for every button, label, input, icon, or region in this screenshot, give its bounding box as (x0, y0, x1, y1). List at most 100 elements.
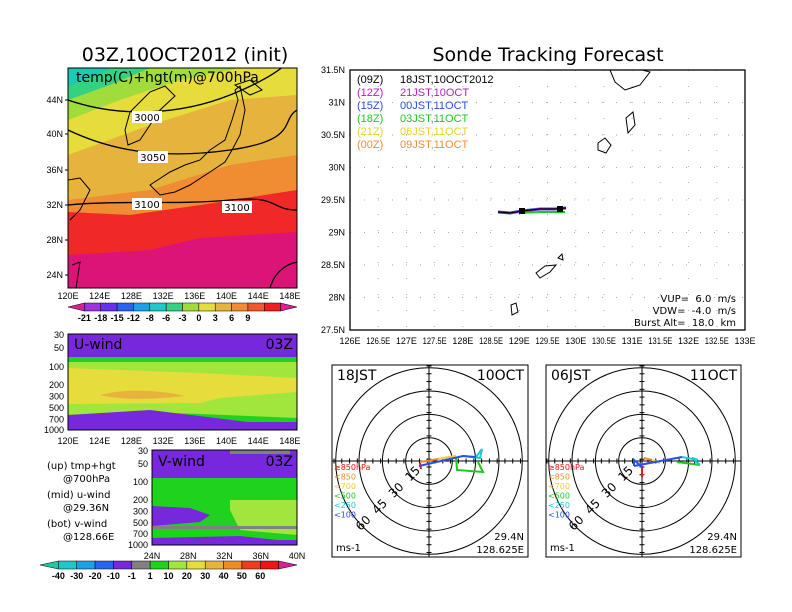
lon-tick-label: 127E (396, 336, 417, 346)
pressure-tick-label: 700 (49, 415, 64, 425)
contour-label: 3100 (224, 203, 249, 214)
pressure-tick-label: 1000 (128, 540, 148, 550)
sonde-map-frame (349, 69, 746, 331)
legend-utc: (15Z) (357, 100, 383, 112)
hodograph-legend-item: <100 (334, 511, 356, 520)
legend-utc: (00Z) (357, 139, 383, 151)
pressure-tick-label: 300 (49, 392, 64, 402)
lat-tick-label: 40N (289, 551, 306, 561)
left-map-axes: 44N 40N 36N 32N 28N 24N 120E 124E 128E 132E 136E 14… (46, 95, 300, 301)
colorbar-label: -15 (111, 313, 124, 323)
colorbar-arrow-left (39, 560, 59, 570)
v-wind-time: 03Z (266, 454, 293, 470)
colorbar-label: -18 (94, 313, 107, 323)
pressure-tick-label: 200 (49, 380, 64, 390)
legend-jst: 18JST,10OCT2012 (400, 74, 494, 86)
lon-tick-label: 127.5E (423, 336, 447, 346)
hodograph-legend-item: <250 (334, 501, 356, 510)
hodograph-unit: ms-1 (550, 543, 575, 554)
lon-tick-label: 128.5E (479, 336, 503, 346)
colorbar-label: 9 (245, 313, 250, 323)
hodograph-lon: 128.625E (476, 545, 524, 556)
u-wind-label: U-wind (74, 337, 122, 353)
contour-label-bg (132, 198, 162, 210)
lat-tick-label: 36N (252, 551, 269, 561)
sonde-param: VUP= 6.0 m/s (660, 294, 736, 305)
hodograph-unit: ms-1 (336, 543, 361, 554)
colorbar-label: 60 (255, 571, 265, 581)
lon-tick-label: 132E (678, 336, 699, 346)
colorbar-segment (165, 302, 183, 312)
lon-tick-label: 140E (216, 291, 237, 301)
hodograph-rings (332, 365, 528, 557)
note-line: @128.66E (63, 532, 114, 543)
lat-tick-label: 31.5N (321, 65, 345, 75)
lon-tick-label: 136E (184, 291, 205, 301)
lon-tick-label: 120E (57, 436, 78, 446)
colorbar-label: -20 (89, 571, 102, 581)
colorbar-label: 10 (163, 571, 173, 581)
colorbar-segment (241, 560, 261, 570)
lat-tick-label: 30.5N (321, 130, 345, 140)
hodograph-legend-item: <100 (548, 511, 570, 520)
colorbar-segment (247, 302, 265, 312)
contour-label: 3100 (134, 200, 159, 211)
colorbar-segment (94, 560, 114, 570)
lon-tick-label: 126.5E (366, 336, 390, 346)
v-wind-label: V-wind (158, 454, 205, 470)
hodograph-date: 11OCT (690, 368, 738, 384)
u-wind-field (68, 334, 297, 430)
colorbar-segment (204, 560, 224, 570)
colorbar-label: 20 (182, 571, 192, 581)
lon-tick-label: 131.5E (648, 336, 672, 346)
hodograph-time: 18JST (337, 368, 377, 384)
lon-tick-label: 128E (452, 336, 473, 346)
colorbar-segment (76, 560, 96, 570)
hodograph-legend-item: <850 (334, 473, 356, 482)
lon-tick-label: 148E (279, 436, 300, 446)
pressure-tick-label: 500 (49, 403, 64, 413)
colorbar-label: -6 (162, 313, 170, 323)
colorbar-segment (214, 302, 232, 312)
colorbar-segment (231, 302, 249, 312)
legend-jst: 06JST,11OCT (400, 126, 469, 138)
pressure-tick-label: 30 (138, 446, 148, 456)
legend-jst: 00JST,11OCT (400, 100, 469, 112)
sonde-legend: (09Z) 18JST,10OCT2012 (12Z) 21JST,10OCT (15Z… (357, 74, 494, 151)
colorbar-label: -30 (70, 571, 83, 581)
left-map-subtitle: temp(C)+hgt(m)@700hPa (76, 70, 259, 86)
legend-utc: (12Z) (357, 87, 383, 99)
colorbar-segment (264, 302, 281, 312)
lon-tick-label: 120E (57, 291, 78, 301)
pressure-tick-label: 30 (54, 330, 64, 340)
legend-utc: (18Z) (357, 113, 383, 125)
hodograph-legend-item: <500 (548, 492, 570, 501)
colorbar-segment (100, 302, 118, 312)
lat-tick-label: 44N (46, 95, 63, 105)
hodograph-1-trace (418, 448, 485, 474)
colorbar-segment (116, 302, 134, 312)
lat-tick-label: 31N (328, 98, 345, 108)
lon-tick-label: 144E (248, 291, 269, 301)
colorbar-label: 30 (200, 571, 210, 581)
pressure-tick-label: 100 (49, 362, 64, 372)
lon-tick-label: 124E (89, 436, 110, 446)
pressure-tick-label: 300 (133, 507, 148, 517)
lon-tick-label: 130.5E (592, 336, 616, 346)
legend-utc: (21Z) (357, 126, 383, 138)
left-map-frame (67, 67, 298, 289)
hodograph-legend-item: <700 (548, 482, 570, 491)
colorbar-label: 1 (148, 571, 153, 581)
temperature-field (68, 68, 297, 288)
colorbar-label: 0 (196, 313, 201, 323)
colorbar-label: -21 (78, 313, 91, 323)
islands (510, 69, 651, 316)
legend-jst: 09JST,11OCT (400, 139, 469, 151)
lon-tick-label: 130E (565, 336, 586, 346)
note-line: @29.36N (63, 503, 109, 514)
note-line: @700hPa (63, 474, 110, 485)
sonde-track (497, 206, 567, 215)
lat-tick-label: 30N (328, 163, 345, 173)
